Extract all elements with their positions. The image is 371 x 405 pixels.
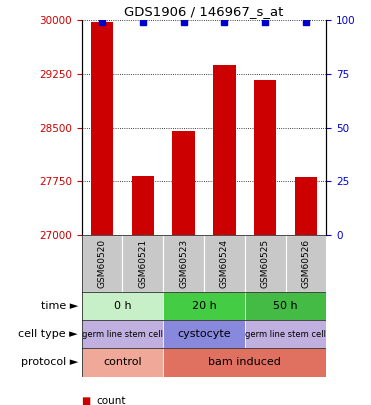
- Bar: [91, 22, 113, 235]
- Bar: [163, 348, 326, 377]
- Bar: [82, 235, 122, 292]
- Bar: [245, 235, 286, 292]
- Text: 0 h: 0 h: [114, 301, 131, 311]
- Bar: [82, 320, 163, 348]
- Bar: [163, 292, 245, 320]
- Text: cell type ►: cell type ►: [18, 329, 78, 339]
- Text: cystocyte: cystocyte: [177, 329, 231, 339]
- Text: GSM60521: GSM60521: [138, 239, 147, 288]
- Text: time ►: time ►: [41, 301, 78, 311]
- Text: germ line stem cell: germ line stem cell: [245, 330, 326, 339]
- Text: protocol ►: protocol ►: [21, 358, 78, 367]
- Text: GSM60526: GSM60526: [302, 239, 311, 288]
- Bar: [132, 176, 154, 235]
- Text: 20 h: 20 h: [192, 301, 216, 311]
- Text: germ line stem cell: germ line stem cell: [82, 330, 163, 339]
- Text: bam induced: bam induced: [209, 358, 281, 367]
- Text: GSM60520: GSM60520: [98, 239, 106, 288]
- Bar: [173, 131, 195, 235]
- Bar: [204, 235, 245, 292]
- Bar: [254, 80, 276, 235]
- Bar: [245, 320, 326, 348]
- Bar: [82, 292, 163, 320]
- Text: GSM60524: GSM60524: [220, 239, 229, 288]
- Bar: [213, 65, 236, 235]
- Bar: [163, 320, 245, 348]
- Bar: [286, 235, 326, 292]
- Text: GSM60523: GSM60523: [179, 239, 188, 288]
- Bar: [295, 177, 317, 235]
- Text: ■: ■: [82, 396, 91, 405]
- Text: count: count: [96, 396, 126, 405]
- Text: GSM60525: GSM60525: [261, 239, 270, 288]
- Bar: [82, 348, 163, 377]
- Text: 50 h: 50 h: [273, 301, 298, 311]
- Bar: [163, 235, 204, 292]
- Bar: [245, 292, 326, 320]
- Text: control: control: [103, 358, 142, 367]
- Title: GDS1906 / 146967_s_at: GDS1906 / 146967_s_at: [124, 5, 284, 18]
- Bar: [122, 235, 163, 292]
